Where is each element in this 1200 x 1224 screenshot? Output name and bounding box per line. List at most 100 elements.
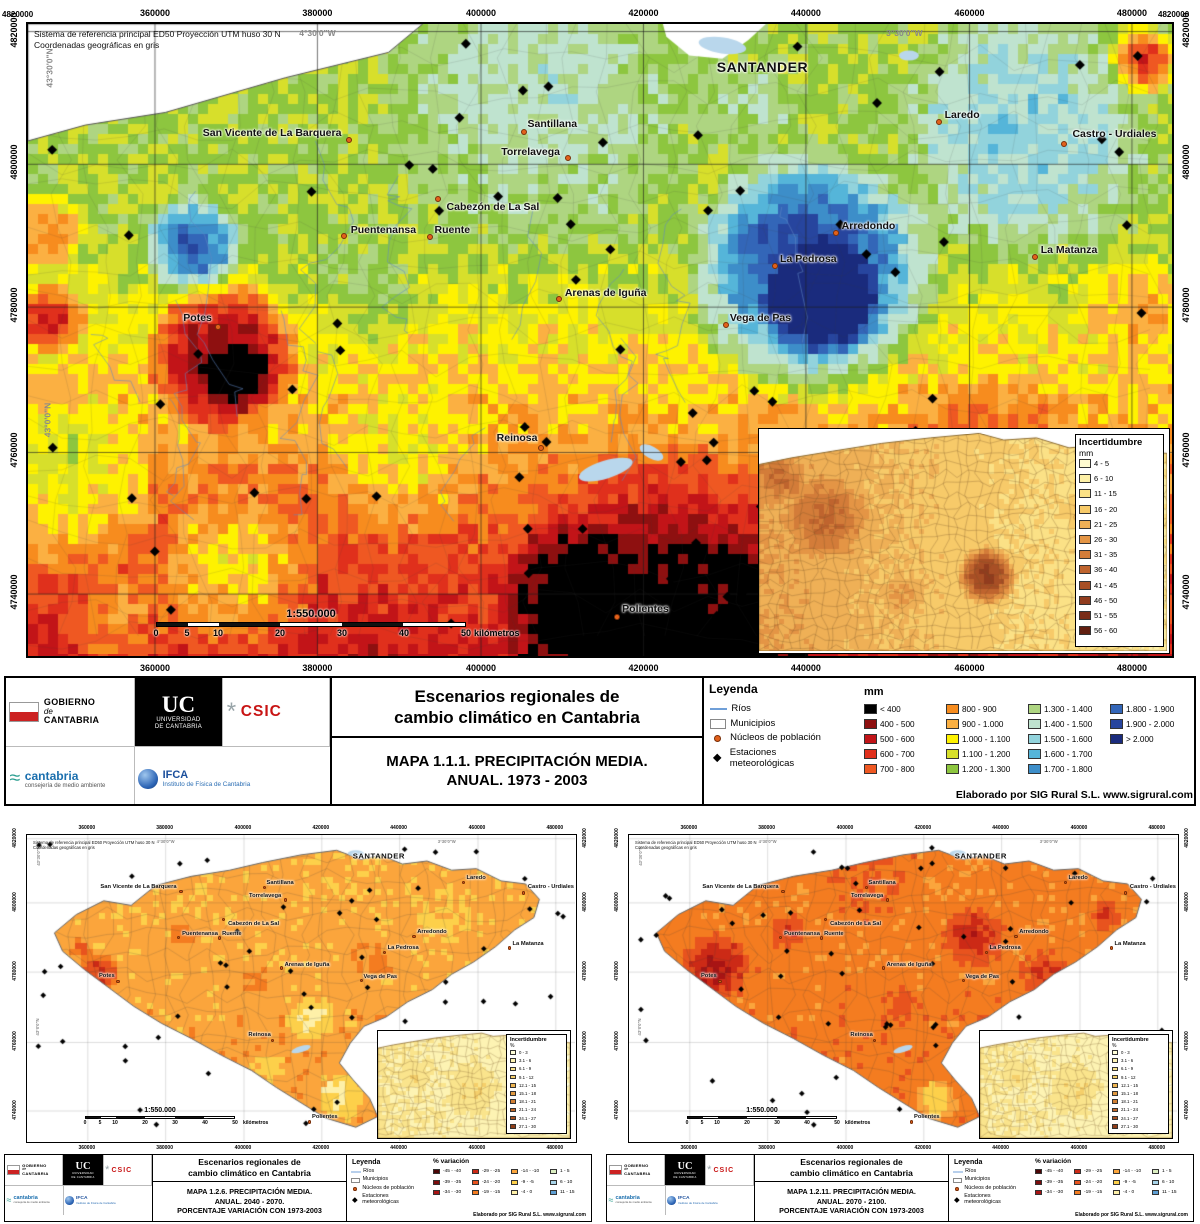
legend-item-label: Ríos [731, 703, 751, 714]
river-icon [351, 1169, 361, 1175]
axis-tick: 4740000 [614, 1100, 620, 1120]
legend-swatch [1112, 1107, 1118, 1113]
legend-swatch [550, 1190, 557, 1195]
axis-tick: 4780000 [582, 961, 588, 981]
legend-class: 51 - 55 [1079, 611, 1117, 620]
precipitation-map-1973-2003[interactable]: Sistema de referencia principal ED50 Pro… [26, 22, 1174, 658]
legend-item: Estaciones meteorológicas [953, 1193, 1024, 1206]
scale-ratio: 1:550.000 [144, 1107, 176, 1114]
axis-tick: 360000 [139, 663, 170, 673]
legend-title: Leyenda [352, 1159, 381, 1166]
legend-class: -39 - -35 [433, 1179, 461, 1185]
city-label: Vega de Pas [363, 973, 398, 980]
legend-swatch [1112, 1115, 1118, 1121]
axis-tick: 420000 [914, 1145, 932, 1151]
legend-item-label: Municipios [730, 717, 776, 729]
legend-class-label: 12.1 - 15 [1121, 1082, 1138, 1088]
city-dot [434, 196, 441, 203]
legend-class-label: 21 - 25 [1094, 519, 1118, 529]
legend-class: 11 - 15 [1152, 1190, 1177, 1195]
legend-class-label: 1.800 - 1.900 [1126, 704, 1175, 714]
cantabria-flag-icon [9, 701, 40, 723]
variation-map-2070-2100[interactable]: Sistema de referencia principal ED50 Pro… [628, 834, 1179, 1143]
scale-tick: 0 [83, 1120, 87, 1126]
axis-tick: 440000 [992, 825, 1009, 831]
legend: Leyenda Ríos Municipios Núcleos de poblaci… [347, 1155, 591, 1221]
legend-class: -9 - -5 [511, 1179, 534, 1185]
scale-bar: 1:550.000 0 5 10 20 30 40 50 kilómetros [83, 1107, 269, 1130]
legend-item-label: Estaciones meteorológicas [362, 1193, 399, 1206]
legend-swatch [1112, 1083, 1118, 1088]
legend-class-label: 6.1 - 9 [519, 1066, 532, 1072]
city-dot [564, 154, 571, 161]
city-dot [886, 898, 890, 902]
legend-class-label: 800 - 900 [962, 704, 997, 714]
legend-swatch [1112, 1058, 1118, 1063]
axis-tick: 360000 [139, 8, 170, 18]
legend-item: Municipios [953, 1176, 1024, 1184]
city-dot [985, 950, 989, 954]
scale-tick: 50 [834, 1120, 840, 1126]
legend-class: -29 - -25 [1074, 1169, 1102, 1174]
legend-class-label: 3.1 - 6 [1121, 1058, 1134, 1064]
csic-logo: * CSIC [706, 1155, 754, 1186]
logos-block: GOBIERNO de CANTABRIA UC UNIVERSIDAD DE CANTA… [607, 1155, 755, 1221]
corner-coordinate: 4820000 [2, 10, 34, 19]
legend-unit: mm [864, 686, 884, 698]
legend-item: Ríos [351, 1168, 422, 1175]
legend-class: -19 - -15 [1074, 1190, 1102, 1195]
city-dot [176, 935, 180, 940]
city-label: Potes [98, 973, 115, 980]
legend-item-label: Ríos [965, 1168, 977, 1174]
credit: Elaborado por SIG Rural S.L. www.sigrura… [955, 789, 1193, 801]
legend-class: 18.1 - 21 [1112, 1099, 1138, 1104]
legend-class-label: 6.1 - 9 [1121, 1066, 1134, 1072]
city-dot [1123, 891, 1128, 895]
legend-class: -24 - -20 [1074, 1179, 1102, 1185]
legend-class: 21.1 - 24 [1112, 1107, 1138, 1112]
variation-map-2040-2070[interactable]: Sistema de referencia principal ED50 Pro… [26, 834, 577, 1143]
legend-class: -9 - -5 [1113, 1179, 1136, 1185]
legend-swatch [550, 1179, 557, 1185]
legend-class: -29 - -25 [472, 1169, 500, 1174]
axis-tick: 4780000 [1184, 961, 1190, 981]
axis-tick: 440000 [390, 1145, 407, 1151]
y-axis-ticks-right: 4820000 4800000 4780000 4760000 4740000 [1182, 828, 1192, 1140]
scale-unit: kilómetros [474, 628, 520, 638]
legend-class-label: -9 - -5 [521, 1179, 534, 1185]
axis-tick: 380000 [156, 825, 173, 831]
city-dot [179, 889, 183, 893]
legend-swatch [472, 1169, 479, 1174]
scale-tick: 30 [336, 628, 348, 638]
city-dot [1061, 141, 1068, 148]
city-label: Laredo [1068, 875, 1088, 882]
axis-tick: 4800000 [614, 892, 620, 912]
legend-swatch [1112, 1074, 1118, 1080]
legend-class: 41 - 45 [1079, 580, 1117, 590]
city-label: La Pedrosa [780, 253, 837, 266]
axis-tick: 480000 [1148, 1145, 1166, 1151]
legend-swatch [1112, 1124, 1118, 1129]
map-1973-2003-panel: 4820000 4820000 360000 380000 400000 420000… [2, 8, 1196, 806]
legend-class: 21.1 - 24 [510, 1107, 536, 1112]
legend-class-label: 11 - 15 [1162, 1190, 1177, 1195]
geo-label: 43°30'0"N [44, 48, 55, 88]
legend-class: 36 - 40 [1079, 565, 1117, 575]
city-dot [1031, 254, 1038, 261]
legend-class-label: 27.1 - 30 [519, 1123, 536, 1129]
legend-swatch [1079, 459, 1091, 468]
legend-swatch [1028, 719, 1041, 729]
axis-tick: 480000 [1116, 8, 1147, 18]
scale-ratio: 1:550.000 [286, 608, 336, 620]
city-label: Torrelavega [850, 893, 884, 900]
scale-bar: 1:550.000 0 5 10 20 30 40 50 kilómetros [686, 1107, 871, 1130]
legend-class: 1.200 - 1.300 [946, 764, 1010, 774]
gobierno-cantabria-logo: GOBIERNO de CANTABRIA [607, 1155, 666, 1186]
legend-class: -4 - 0 [511, 1190, 532, 1195]
axis-tick: 4760000 [1184, 1031, 1190, 1052]
legend-swatch [1112, 1091, 1118, 1096]
legend-class: 46 - 50 [1079, 595, 1117, 605]
axis-tick: 4780000 [12, 961, 18, 981]
legend-class: 6.1 - 9 [510, 1066, 531, 1071]
axis-tick: 420000 [312, 825, 330, 831]
